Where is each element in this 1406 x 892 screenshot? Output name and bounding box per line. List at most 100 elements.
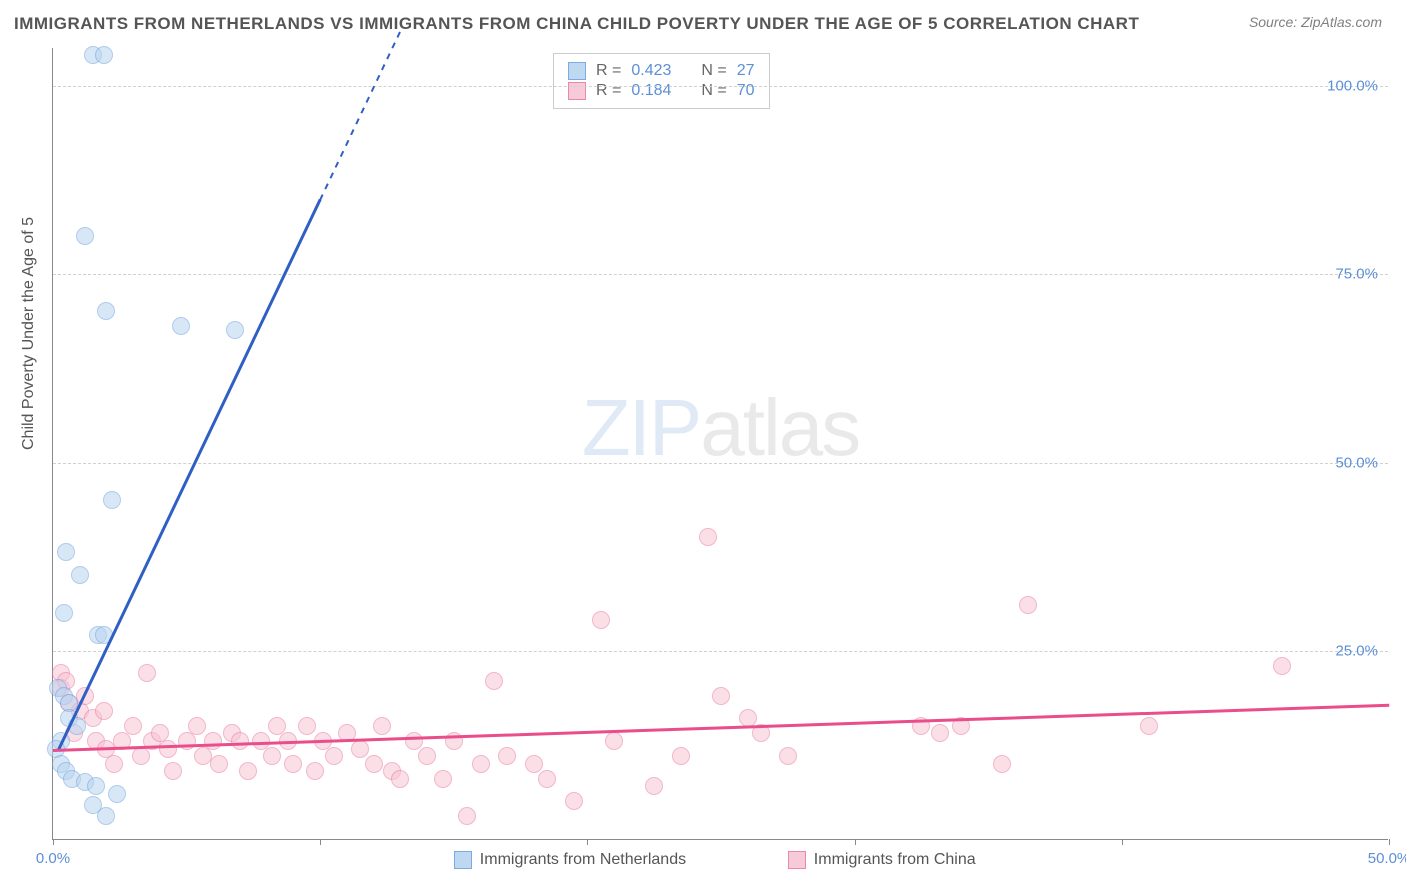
stats-row-china: R = 0.184 N = 70: [568, 82, 755, 100]
trendline-netherlands: [57, 200, 321, 752]
y-tick-label: 100.0%: [1327, 77, 1378, 94]
n-value-china: 70: [737, 82, 755, 100]
n-value-netherlands: 27: [737, 62, 755, 80]
y-axis-label: Child Poverty Under the Age of 5: [20, 217, 38, 450]
stats-legend-box: R = 0.423 N = 27 R = 0.184 N = 70: [553, 53, 770, 109]
data-point-netherlands: [95, 46, 113, 64]
data-point-china: [298, 717, 316, 735]
data-point-china: [592, 611, 610, 629]
data-point-china: [132, 747, 150, 765]
swatch-china-icon: [568, 82, 586, 100]
swatch-china-icon: [788, 851, 806, 869]
x-tick-label: 0.0%: [36, 850, 70, 867]
gridline: [53, 463, 1388, 464]
legend-label-china: Immigrants from China: [814, 851, 976, 869]
x-tick: [1389, 839, 1390, 845]
data-point-netherlands: [97, 302, 115, 320]
data-point-china: [124, 717, 142, 735]
data-point-china: [525, 755, 543, 773]
data-point-netherlands: [57, 543, 75, 561]
data-point-china: [263, 747, 281, 765]
data-point-china: [204, 732, 222, 750]
gridline: [53, 274, 1388, 275]
data-point-china: [159, 740, 177, 758]
data-point-china: [365, 755, 383, 773]
data-point-china: [164, 762, 182, 780]
data-point-china: [373, 717, 391, 735]
watermark: ZIPatlas: [582, 382, 859, 474]
data-point-china: [993, 755, 1011, 773]
data-point-china: [405, 732, 423, 750]
data-point-china: [1273, 657, 1291, 675]
data-point-china: [418, 747, 436, 765]
data-point-china: [239, 762, 257, 780]
data-point-china: [434, 770, 452, 788]
data-point-china: [1140, 717, 1158, 735]
bottom-legend-netherlands: Immigrants from Netherlands: [454, 851, 686, 869]
x-tick: [1122, 839, 1123, 845]
data-point-china: [210, 755, 228, 773]
data-point-china: [472, 755, 490, 773]
data-point-china: [498, 747, 516, 765]
data-point-netherlands: [108, 785, 126, 803]
data-point-netherlands: [87, 777, 105, 795]
data-point-china: [351, 740, 369, 758]
x-tick: [53, 839, 54, 845]
data-point-china: [231, 732, 249, 750]
x-tick-label: 50.0%: [1368, 850, 1406, 867]
data-point-netherlands: [103, 491, 121, 509]
x-tick: [587, 839, 588, 845]
legend-label-netherlands: Immigrants from Netherlands: [480, 851, 686, 869]
data-point-netherlands: [226, 321, 244, 339]
data-point-china: [306, 762, 324, 780]
gridline: [53, 651, 1388, 652]
n-label: N =: [701, 82, 726, 100]
data-point-netherlands: [97, 807, 115, 825]
y-tick-label: 75.0%: [1335, 266, 1378, 283]
plot-area: ZIPatlas R = 0.423 N = 27 R = 0.184 N = …: [52, 48, 1388, 840]
data-point-china: [284, 755, 302, 773]
watermark-atlas: atlas: [700, 383, 859, 472]
stats-row-netherlands: R = 0.423 N = 27: [568, 62, 755, 80]
x-tick: [320, 839, 321, 845]
data-point-china: [188, 717, 206, 735]
x-tick: [855, 839, 856, 845]
data-point-netherlands: [76, 227, 94, 245]
data-point-netherlands: [55, 604, 73, 622]
swatch-netherlands-icon: [454, 851, 472, 869]
chart-title: IMMIGRANTS FROM NETHERLANDS VS IMMIGRANT…: [14, 14, 1139, 34]
trendline-netherlands-ext: [319, 31, 401, 200]
data-point-china: [485, 672, 503, 690]
y-tick-label: 50.0%: [1335, 454, 1378, 471]
watermark-zip: ZIP: [582, 383, 700, 472]
data-point-china: [565, 792, 583, 810]
swatch-netherlands-icon: [568, 62, 586, 80]
source-label: Source: ZipAtlas.com: [1249, 14, 1382, 30]
data-point-china: [779, 747, 797, 765]
r-label: R =: [596, 62, 621, 80]
data-point-china: [105, 755, 123, 773]
y-tick-label: 25.0%: [1335, 643, 1378, 660]
r-label: R =: [596, 82, 621, 100]
data-point-china: [391, 770, 409, 788]
data-point-china: [605, 732, 623, 750]
data-point-china: [325, 747, 343, 765]
data-point-china: [538, 770, 556, 788]
data-point-china: [931, 724, 949, 742]
data-point-china: [712, 687, 730, 705]
data-point-china: [672, 747, 690, 765]
data-point-china: [138, 664, 156, 682]
bottom-legend-china: Immigrants from China: [788, 851, 976, 869]
data-point-netherlands: [172, 317, 190, 335]
r-value-netherlands: 0.423: [631, 62, 671, 80]
data-point-netherlands: [71, 566, 89, 584]
r-value-china: 0.184: [631, 82, 671, 100]
data-point-china: [95, 702, 113, 720]
data-point-china: [645, 777, 663, 795]
gridline: [53, 86, 1388, 87]
data-point-china: [458, 807, 476, 825]
data-point-china: [1019, 596, 1037, 614]
n-label: N =: [701, 62, 726, 80]
data-point-china: [699, 528, 717, 546]
data-point-china: [178, 732, 196, 750]
